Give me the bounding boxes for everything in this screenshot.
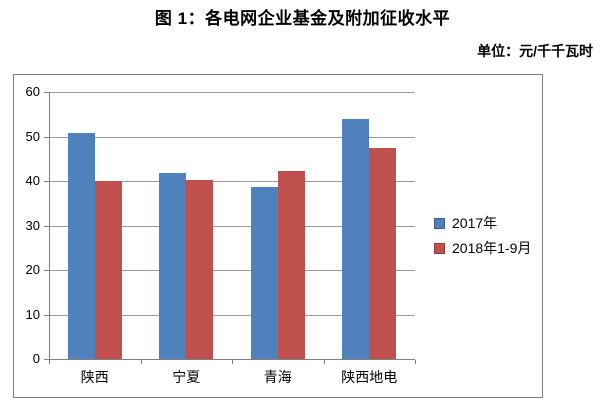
y-axis-line [49,92,50,359]
bar-series-1 [94,181,122,359]
x-axis-tick [415,360,416,364]
x-axis-tick [232,360,233,364]
y-axis-tick [44,225,49,227]
legend-item: 2018年1-9月 [434,240,531,256]
y-axis-label: 30 [25,217,40,233]
gridline [49,136,415,138]
legend-label: 2017年 [452,215,498,231]
x-axis-line [49,359,415,360]
y-axis-label: 20 [25,262,40,277]
bar-series-1 [277,170,305,359]
gridline [49,314,415,316]
legend-label: 2018年1-9月 [452,240,532,256]
unit-label: 单位：元/千千瓦时 [477,43,593,59]
legend: 2017年 2018年1-9月 [434,215,531,265]
gridline [49,270,415,271]
y-axis-tick [44,359,49,360]
gridline [49,92,415,93]
legend-swatch-icon [434,217,445,229]
y-axis-tick [44,92,49,93]
gridline [49,225,415,227]
y-axis-label: 10 [25,306,40,322]
y-axis-tick [44,270,49,271]
y-axis-label: 50 [25,128,40,144]
category-label: 陕西 [80,369,109,385]
legend-swatch-icon [434,242,445,254]
category-label: 青海 [263,369,292,385]
chart-title: 图 1：各电网企业基金及附加征收水平 [154,9,451,28]
y-axis-tick [44,181,49,182]
x-axis-tick [140,360,142,364]
bar-series-1 [369,148,397,359]
bar-series-0 [67,132,95,359]
bar-series-1 [186,179,214,359]
bar-series-0 [342,119,370,359]
y-axis-tick [44,314,49,316]
category-label: 宁夏 [172,369,201,385]
category-label: 陕西地电 [341,369,398,385]
y-axis-label: 40 [25,173,40,188]
bar-series-0 [159,172,187,359]
legend-item: 2017年 [434,215,531,231]
chart-area: 0 10 20 30 40 50 60 陕西 宁夏 青海 陕西地电 2017年 2018年1-9月 [13,74,543,398]
gridline [49,181,415,182]
x-axis-tick [49,360,50,364]
x-axis-tick [323,360,325,364]
y-axis-tick [44,136,49,138]
y-axis-label: 60 [25,84,40,99]
y-axis-label: 0 [32,351,40,366]
bar-series-0 [250,186,278,359]
